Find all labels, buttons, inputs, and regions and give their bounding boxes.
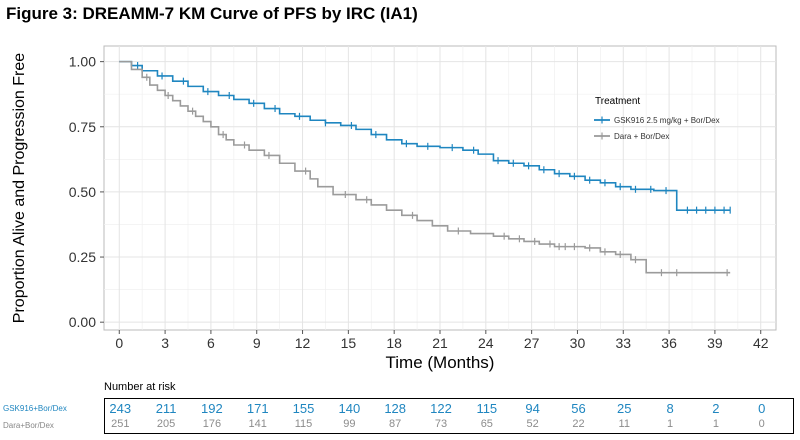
risk-count: 0 (758, 418, 765, 430)
risk-table-label: Number at risk (104, 381, 176, 393)
x-tick-label: 15 (341, 335, 357, 351)
risk-count: 243 (109, 401, 132, 416)
risk-count: 171 (246, 401, 269, 416)
km-curve-dara (119, 60, 731, 274)
x-tick-label: 9 (253, 335, 261, 351)
x-tick-label: 6 (207, 335, 215, 351)
risk-count: 0 (758, 401, 766, 416)
y-tick-label: 0.00 (69, 314, 96, 330)
y-tick-label: 0.25 (69, 249, 96, 265)
legend-title: Treatment (595, 96, 640, 107)
risk-count: 155 (292, 401, 315, 416)
x-tick-label: 30 (570, 335, 586, 351)
risk-count: 2 (712, 401, 720, 416)
risk-count: 205 (156, 418, 176, 430)
risk-row-label: GSK916+Bor/Dex (3, 404, 67, 413)
legend-item-gsk916: GSK916 2.5 mg/kg + Bor/Dex (594, 116, 720, 125)
x-tick-label: 18 (386, 335, 402, 351)
x-tick-label: 12 (295, 335, 311, 351)
risk-count: 192 (201, 401, 223, 416)
risk-count: 115 (294, 418, 313, 430)
survival-curves (119, 60, 731, 277)
risk-count: 211 (155, 401, 177, 416)
x-tick-label: 39 (707, 335, 723, 351)
risk-count: 11 (618, 418, 630, 430)
x-axis-label: Time (Months) (386, 353, 495, 372)
km-curve-gsk916 (119, 60, 731, 211)
x-tick-label: 0 (115, 335, 123, 351)
km-chart: 0.000.250.500.751.00 0 3 6 9 12 15 18 21 24 27 30 3… (11, 45, 777, 372)
legend-item-dara: Dara + Bor/Dex (594, 132, 669, 141)
x-axis-ticks: 0 3 6 9 12 15 18 21 24 27 30 33 36 39 42 (115, 330, 769, 351)
risk-row-label: Dara+Bor/Dex (3, 421, 54, 430)
x-tick-label: 3 (161, 335, 169, 351)
x-tick-label: 36 (661, 335, 677, 351)
legend: Treatment GSK916 2.5 mg/kg + Bor/Dex Dara… (594, 96, 720, 141)
risk-count: 25 (617, 401, 632, 416)
figure-title: Figure 3: DREAMM-7 KM Curve of PFS by IR… (6, 4, 418, 23)
risk-count: 1 (712, 418, 719, 430)
risk-count: 115 (476, 401, 498, 416)
y-tick-label: 0.75 (69, 119, 96, 135)
risk-count: 8 (666, 401, 674, 416)
y-tick-label: 0.50 (69, 184, 96, 200)
x-tick-label: 27 (524, 335, 540, 351)
risk-count: 128 (384, 401, 407, 416)
risk-count: 65 (480, 418, 493, 430)
risk-count: 176 (202, 418, 222, 430)
risk-count: 56 (571, 401, 586, 416)
x-tick-label: 33 (615, 335, 631, 351)
legend-label: GSK916 2.5 mg/kg + Bor/Dex (614, 116, 720, 125)
risk-count: 251 (111, 418, 130, 430)
risk-count: 1 (667, 418, 674, 430)
y-axis-label: Proportion Alive and Progression Free (11, 53, 28, 323)
x-tick-label: 42 (753, 335, 769, 351)
x-tick-label: 21 (432, 335, 448, 351)
risk-count: 52 (526, 418, 539, 430)
legend-label: Dara + Bor/Dex (614, 132, 669, 141)
risk-count: 73 (434, 418, 448, 430)
legend-items: GSK916 2.5 mg/kg + Bor/Dex Dara + Bor/Dex (594, 116, 720, 141)
grid-lines (104, 46, 776, 330)
risk-count: 141 (248, 418, 267, 430)
risk-count: 122 (430, 401, 452, 416)
risk-count: 22 (572, 418, 585, 430)
y-axis-ticks: 0.00 0.25 0.50 0.75 1.00 (69, 54, 104, 330)
x-tick-label: 24 (478, 335, 494, 351)
risk-count: 94 (525, 401, 540, 416)
risk-count: 140 (338, 401, 361, 416)
y-tick-label: 1.00 (69, 54, 96, 70)
risk-table: GSK916+Bor/Dex 243 211 192 171 155 140 128 122 11… (3, 398, 794, 434)
risk-count: 87 (389, 418, 402, 430)
risk-count: 99 (343, 418, 356, 430)
